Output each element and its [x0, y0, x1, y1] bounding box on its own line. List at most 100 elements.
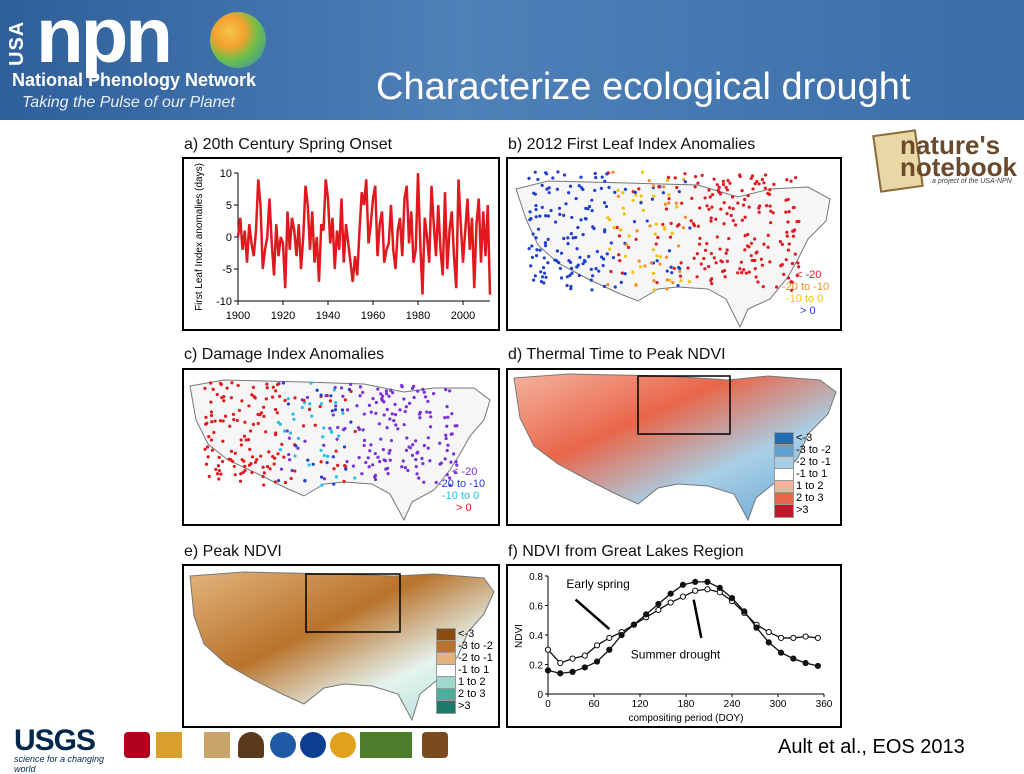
station-dot [725, 259, 730, 263]
station-dot [613, 285, 617, 289]
station-dot [651, 248, 655, 252]
station-dot [621, 191, 625, 195]
station-dot [529, 216, 533, 221]
station-dot [678, 274, 683, 278]
legend-c-2: -20 to -10 [438, 478, 486, 490]
station-dot [387, 394, 391, 398]
y-tick-label: -10 [216, 296, 232, 308]
station-dot [444, 387, 448, 392]
station-dot [784, 258, 788, 262]
ndvi-point [753, 624, 760, 631]
station-dot [264, 430, 268, 434]
station-dot [675, 224, 680, 228]
station-dot [672, 266, 676, 270]
station-dot [307, 463, 311, 467]
station-dot [251, 385, 256, 389]
station-dot [658, 255, 662, 259]
station-dot [294, 444, 298, 448]
station-dot [253, 460, 258, 464]
station-dot [602, 284, 607, 288]
partner-logo-2 [330, 732, 356, 758]
station-dot [691, 222, 696, 226]
station-dot [204, 462, 209, 466]
station-dot [709, 216, 713, 220]
station-dot [555, 249, 560, 253]
station-dot [388, 448, 392, 453]
station-dot [568, 260, 573, 265]
station-dot [215, 472, 220, 476]
y-tick-label: -5 [222, 264, 232, 276]
station-dot [723, 275, 727, 279]
station-dot [271, 385, 275, 389]
station-dot [424, 395, 428, 399]
station-dot [710, 277, 714, 281]
station-dot [792, 228, 797, 232]
station-dot [589, 267, 593, 271]
station-dot [389, 438, 394, 443]
station-dot [231, 459, 235, 464]
station-dot [768, 204, 772, 208]
station-dot [374, 400, 378, 405]
arrow-summer-drought [692, 599, 703, 639]
station-dot [611, 256, 616, 260]
station-dot [381, 448, 385, 452]
station-dot [639, 201, 643, 205]
station-dot [583, 259, 587, 264]
station-dot [767, 192, 772, 196]
station-dot [217, 468, 222, 473]
x-tick-label: 1920 [271, 310, 295, 322]
station-dot [682, 178, 686, 182]
station-dot [538, 248, 542, 252]
university-arizona-logo [124, 732, 150, 758]
station-dot [404, 405, 408, 409]
station-dot [242, 434, 247, 438]
station-dot [217, 477, 221, 481]
station-dot [589, 278, 593, 282]
legend-label: 2 to 3 [796, 492, 824, 504]
station-dot [205, 421, 209, 425]
station-dot [400, 465, 404, 469]
station-dot [778, 240, 782, 244]
ndvi-point [704, 578, 711, 585]
station-dot [780, 242, 784, 246]
station-dot [671, 281, 675, 285]
ndvi-point [679, 581, 687, 588]
station-dot [344, 465, 348, 469]
station-dot [594, 176, 598, 180]
station-dot [785, 230, 789, 234]
station-dot [670, 231, 674, 235]
station-dot [769, 221, 773, 225]
ndvi-point [704, 586, 711, 593]
station-dot [240, 399, 244, 403]
station-dot [620, 271, 624, 275]
station-dot [308, 402, 312, 406]
station-dot [696, 224, 700, 228]
station-dot [738, 173, 742, 177]
station-dot [420, 456, 424, 461]
station-dot [434, 480, 438, 485]
y-tick-label: 0.8 [529, 572, 543, 583]
station-dot [543, 241, 548, 245]
station-dot [219, 382, 223, 387]
station-dot [364, 460, 368, 465]
station-dot [403, 465, 408, 470]
station-dot [546, 261, 550, 265]
station-dot [380, 394, 385, 398]
station-dot [692, 256, 696, 260]
spring-onset-chart: -10 -5 0 5 10 1900 1920 1940 1960 1980 2000 First L… [194, 163, 492, 322]
ndvi-point [630, 621, 637, 628]
station-dot [542, 271, 547, 275]
station-dot [534, 207, 538, 212]
x-tick-label: 2000 [451, 310, 475, 322]
station-dot [280, 442, 284, 446]
station-dot [376, 387, 380, 391]
station-dot [683, 215, 687, 219]
station-dot [421, 387, 425, 391]
x-tick-label: 1960 [361, 310, 385, 322]
station-dot [377, 422, 381, 426]
station-dot [565, 275, 569, 279]
station-dot [383, 459, 388, 463]
station-dot [396, 427, 400, 431]
station-dot [379, 437, 383, 441]
station-dot [422, 480, 426, 484]
